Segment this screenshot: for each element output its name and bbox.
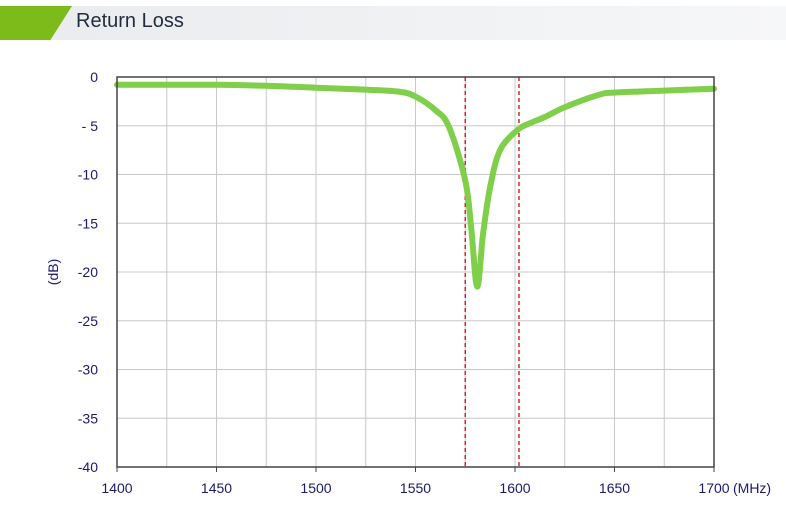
y-tick-label: -40 [78,459,98,475]
x-tick-label: 1600 [499,480,530,496]
y-tick-label: 0 [90,69,98,85]
y-axis-label: (dB) [45,259,61,285]
x-tick-label: 1700 [698,480,729,496]
x-tick-label: 1400 [101,480,132,496]
page-title: Return Loss [76,10,184,32]
y-tick-label: -35 [78,410,98,426]
y-tick-label: -25 [78,313,98,329]
title-banner [0,6,786,40]
x-axis-label: (MHz) [733,480,771,496]
y-tick-label: -30 [78,362,98,378]
y-tick-label: -10 [78,167,98,183]
y-tick-label: -15 [78,215,98,231]
x-tick-label: 1450 [201,480,232,496]
x-tick-label: 1550 [400,480,431,496]
x-tick-label: 1650 [599,480,630,496]
y-tick-label: -20 [78,264,98,280]
y-tick-label: - 5 [82,118,99,134]
return-loss-curve [114,81,717,290]
x-tick-label: 1500 [300,480,331,496]
